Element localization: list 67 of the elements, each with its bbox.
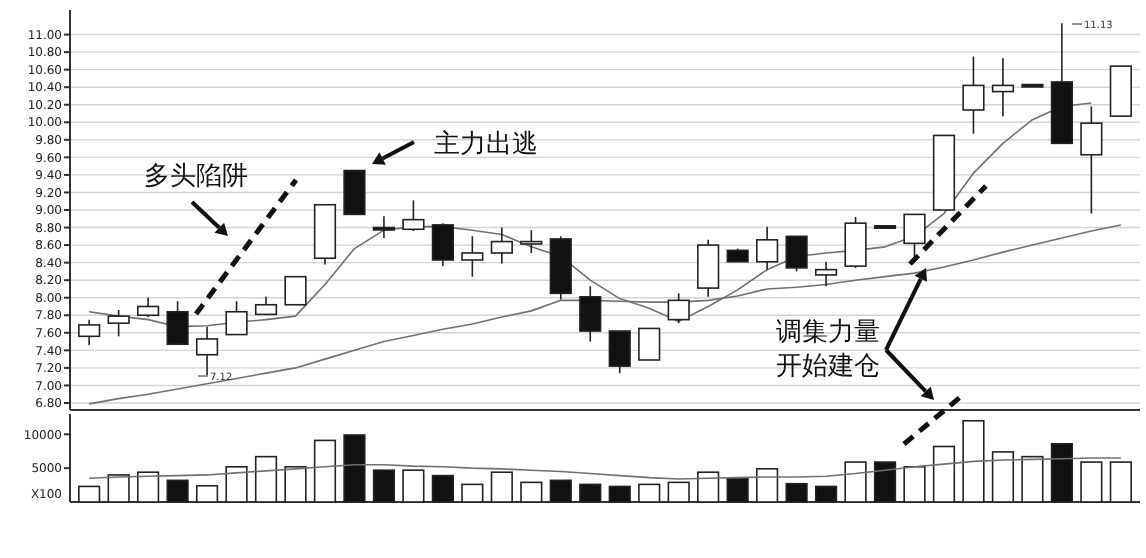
annotation: 调集力量开始建仓 xyxy=(776,318,880,382)
bar xyxy=(932,445,956,503)
annotation: 多头陷阱 xyxy=(144,162,248,192)
candlestick xyxy=(785,235,808,273)
candlestick xyxy=(107,309,130,338)
line-series xyxy=(88,457,1122,480)
candlestick xyxy=(962,55,985,135)
bar xyxy=(903,466,926,503)
candlestick xyxy=(579,285,602,343)
annotation: 主力出逃 xyxy=(434,128,538,160)
bar xyxy=(1080,461,1103,503)
bar xyxy=(962,419,985,503)
candlestick xyxy=(667,292,690,324)
bar xyxy=(1021,455,1044,503)
candlestick xyxy=(284,275,307,306)
bar xyxy=(195,484,219,503)
bar xyxy=(785,482,808,503)
bar xyxy=(372,469,396,503)
bar xyxy=(137,471,160,503)
candlestick xyxy=(137,296,160,318)
bar xyxy=(1050,442,1073,503)
bar xyxy=(520,481,543,503)
bar xyxy=(697,471,720,503)
bar xyxy=(814,485,838,503)
bar xyxy=(608,485,631,503)
bar xyxy=(667,481,690,503)
candlestick xyxy=(520,229,543,254)
candlestick xyxy=(343,169,366,216)
candlestick xyxy=(638,327,661,361)
candlestick xyxy=(903,213,926,258)
candlestick xyxy=(608,330,631,374)
candlestick xyxy=(490,226,513,265)
bar xyxy=(726,477,749,503)
bar xyxy=(579,483,602,503)
candlestick xyxy=(756,225,779,271)
candlestick xyxy=(78,318,101,346)
bar xyxy=(991,451,1015,503)
candlestick xyxy=(844,216,867,269)
candlestick xyxy=(431,222,454,267)
candlestick xyxy=(991,57,1015,117)
bar xyxy=(756,468,779,503)
bar xyxy=(402,469,425,503)
bar xyxy=(107,474,130,503)
bar xyxy=(78,485,101,503)
bar xyxy=(431,474,454,503)
bar xyxy=(284,466,307,503)
candlestick xyxy=(1080,105,1103,215)
bar xyxy=(549,479,572,503)
candlestick xyxy=(195,325,219,376)
candlestick xyxy=(166,300,189,346)
candlestick xyxy=(402,199,425,232)
bar xyxy=(490,471,513,503)
bar xyxy=(638,483,661,503)
candlestick xyxy=(814,260,838,288)
candlestick xyxy=(372,215,396,239)
bar xyxy=(461,483,484,503)
bar xyxy=(1109,461,1132,503)
bar xyxy=(254,455,278,503)
candlestick xyxy=(461,235,484,278)
bar xyxy=(343,434,366,503)
candlestick xyxy=(697,239,720,298)
bar xyxy=(166,479,189,503)
bar xyxy=(873,461,897,503)
bar xyxy=(844,461,867,503)
bar xyxy=(225,466,248,503)
candlestick xyxy=(225,300,248,336)
bar xyxy=(313,439,337,503)
